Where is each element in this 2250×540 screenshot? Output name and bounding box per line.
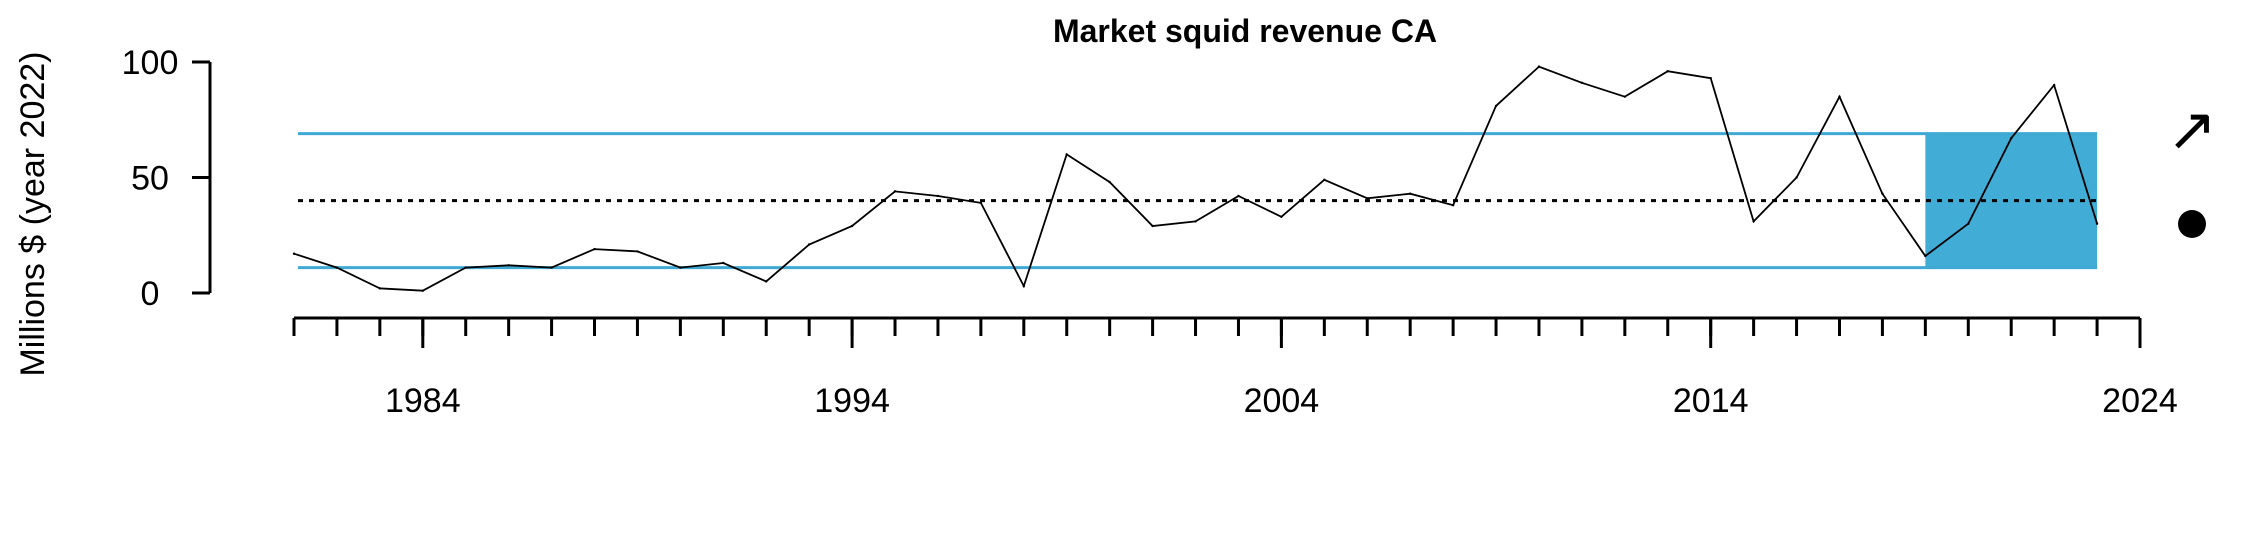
data-point	[636, 250, 639, 253]
data-point	[378, 287, 382, 290]
data-point	[335, 266, 339, 269]
x-tick-label: 2014	[1673, 382, 1749, 420]
data-point	[593, 247, 596, 251]
data-point	[2010, 137, 2013, 140]
reference-band	[298, 132, 2098, 270]
data-point	[1881, 192, 1884, 195]
data-point	[807, 243, 811, 246]
y-axis-title: Millions $ (year 2022)	[14, 51, 52, 376]
indicators: ↗	[2167, 95, 2217, 238]
data-point	[1151, 224, 1154, 228]
data-point	[1967, 222, 1970, 225]
data-point	[1623, 95, 1627, 98]
data-point	[1194, 220, 1197, 223]
data-point	[1280, 215, 1283, 218]
y-axis: 0 50 100	[122, 44, 212, 313]
data-point	[679, 266, 682, 269]
series-line	[293, 65, 2098, 292]
data-point	[464, 266, 467, 269]
data-point	[507, 264, 510, 267]
data-point	[1237, 194, 1240, 198]
x-tick-label: 2004	[1244, 382, 1320, 420]
data-point	[1666, 70, 1669, 73]
x-tick-label: 1994	[814, 382, 890, 420]
data-point	[292, 252, 296, 255]
data-point	[1537, 65, 1541, 68]
data-point	[421, 289, 424, 292]
data-point	[1924, 254, 1927, 258]
arrow-up-right-icon: ↗	[2167, 95, 2217, 165]
data-point	[1752, 220, 1755, 223]
data-point	[1323, 178, 1326, 182]
data-point	[850, 224, 854, 228]
data-point	[1580, 81, 1584, 84]
data-point	[893, 190, 897, 193]
data-point	[1022, 284, 1026, 288]
data-point	[936, 194, 940, 198]
data-point	[979, 201, 983, 205]
filled-circle-icon	[2178, 210, 2206, 238]
y-tick-label: 0	[141, 275, 160, 313]
data-point	[1366, 197, 1369, 200]
chart-title: Market squid revenue CA	[1053, 13, 1437, 49]
y-tick-label: 100	[122, 44, 179, 82]
series-layer	[292, 65, 2099, 292]
x-tick-label: 2024	[2102, 382, 2178, 420]
data-point	[1451, 204, 1455, 207]
recent-period-rect	[1925, 133, 2098, 268]
data-point	[1838, 95, 1841, 98]
data-point	[550, 266, 553, 269]
data-point	[2095, 222, 2099, 225]
y-tick-label: 50	[131, 160, 169, 198]
x-tick-label: 1984	[385, 382, 461, 420]
data-point	[1795, 176, 1798, 179]
data-point	[1494, 104, 1498, 108]
data-point	[1108, 180, 1111, 184]
data-point	[1709, 76, 1712, 80]
x-axis: 1984 1994 2004 2014 2024	[292, 316, 2178, 420]
data-point	[1065, 153, 1068, 156]
data-point	[1408, 192, 1412, 195]
data-point	[2052, 83, 2056, 87]
data-point	[722, 261, 725, 265]
data-point	[765, 280, 768, 283]
